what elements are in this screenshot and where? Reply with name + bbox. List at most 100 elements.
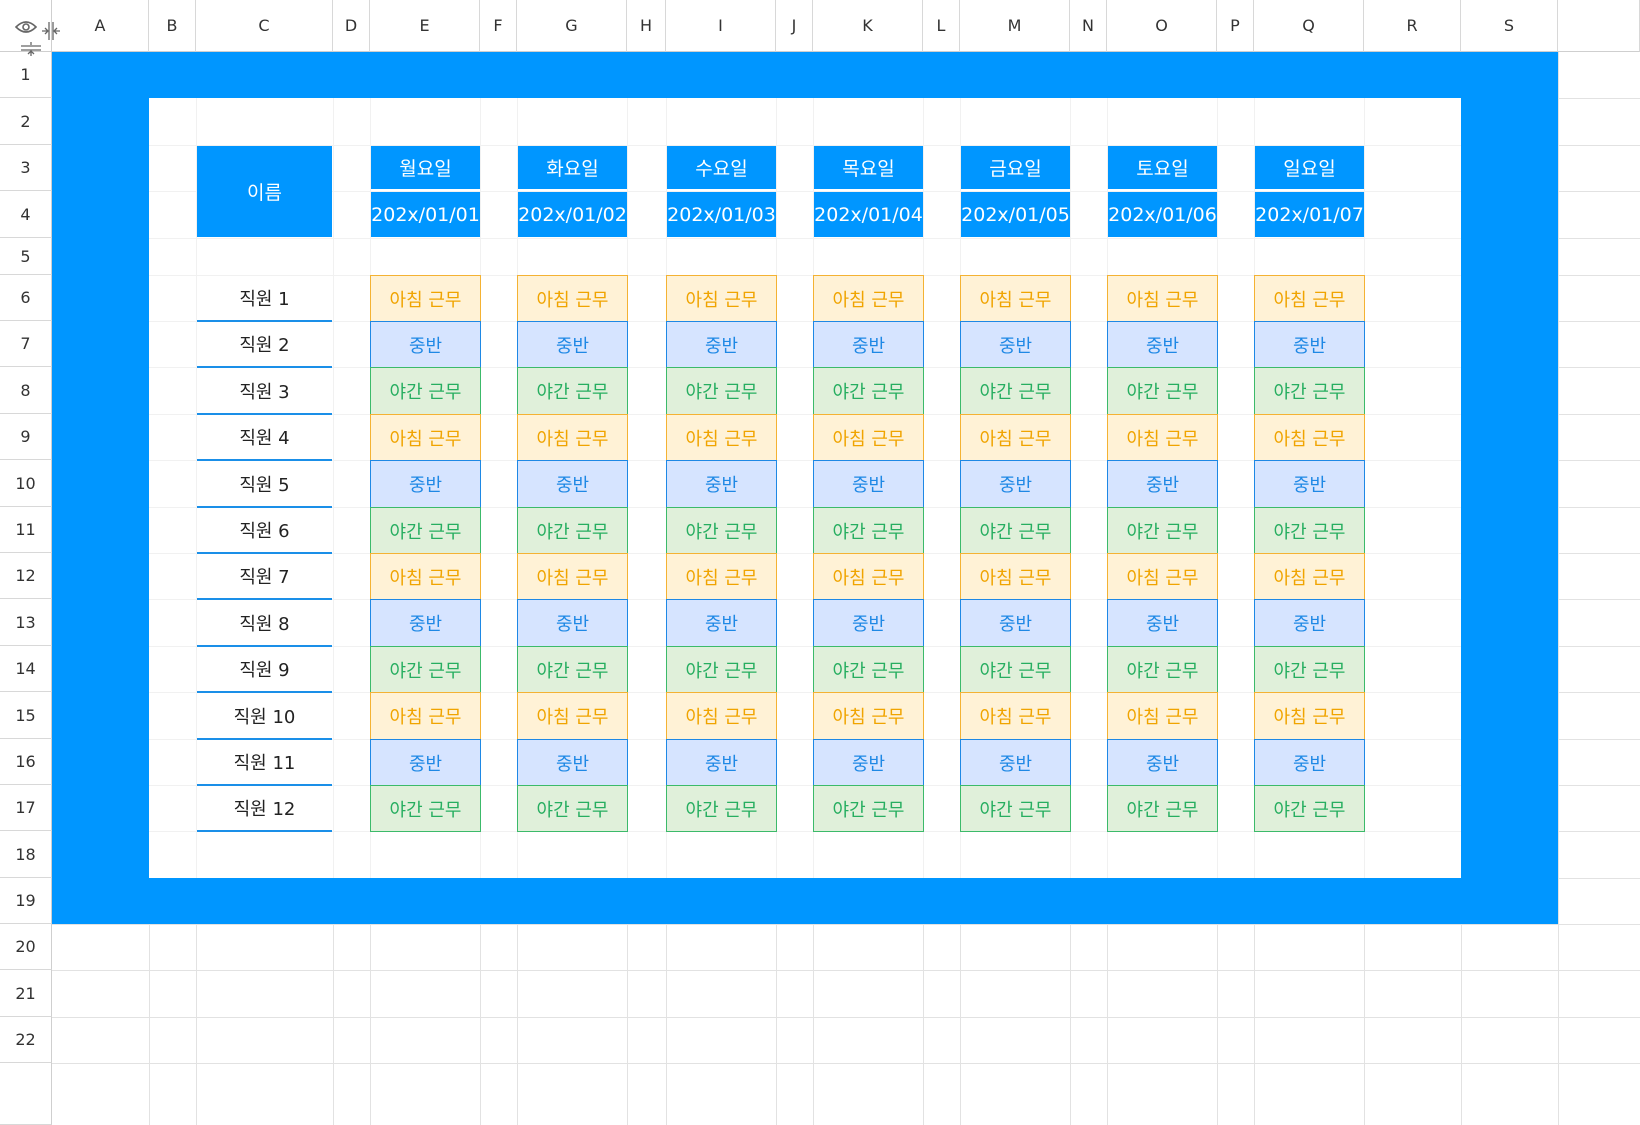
shift-cell-night[interactable]: 야간 근무 [813,646,924,693]
row-header-20[interactable]: 20 [0,924,52,970]
shift-cell-night[interactable]: 야간 근무 [960,507,1071,554]
column-header-c[interactable]: C [196,0,333,52]
shift-cell-night[interactable]: 야간 근무 [813,367,924,415]
shift-cell-mid[interactable]: 중반 [666,739,777,786]
column-header-g[interactable]: G [517,0,627,52]
shift-cell-mid[interactable]: 중반 [960,321,1071,368]
column-header-b[interactable]: B [149,0,196,52]
shift-cell-mid[interactable]: 중반 [1254,321,1365,368]
shift-cell-night[interactable]: 야간 근무 [960,646,1071,693]
shift-cell-morning[interactable]: 아침 근무 [517,414,628,461]
row-header-13[interactable]: 13 [0,599,52,646]
shift-cell-morning[interactable]: 아침 근무 [813,275,924,322]
shift-cell-mid[interactable]: 중반 [370,460,481,508]
shift-cell-morning[interactable]: 아침 근무 [370,414,481,461]
shift-cell-night[interactable]: 야간 근무 [813,507,924,554]
employee-name[interactable]: 직원 2 [197,322,332,368]
column-header-o[interactable]: O [1107,0,1217,52]
shift-cell-morning[interactable]: 아침 근무 [1107,692,1218,740]
shift-cell-mid[interactable]: 중반 [813,321,924,368]
shift-cell-mid[interactable]: 중반 [517,739,628,786]
shift-cell-morning[interactable]: 아침 근무 [666,553,777,600]
column-header-j[interactable]: J [776,0,813,52]
shift-cell-mid[interactable]: 중반 [960,599,1071,647]
shift-cell-night[interactable]: 야간 근무 [960,785,1071,832]
column-header-k[interactable]: K [813,0,923,52]
shift-cell-night[interactable]: 야간 근무 [666,785,777,832]
row-header-14[interactable]: 14 [0,646,52,692]
employee-name[interactable]: 직원 1 [197,276,332,322]
column-header-r[interactable]: R [1364,0,1461,52]
employee-name[interactable]: 직원 8 [197,600,332,647]
shift-cell-morning[interactable]: 아침 근무 [1254,414,1365,461]
row-header-1[interactable]: 1 [0,52,52,98]
shift-cell-night[interactable]: 야간 근무 [813,785,924,832]
row-header-12[interactable]: 12 [0,553,52,599]
row-header-21[interactable]: 21 [0,970,52,1017]
row-header-5[interactable]: 5 [0,238,52,275]
shift-cell-night[interactable]: 야간 근무 [1254,507,1365,554]
shift-cell-night[interactable]: 야간 근무 [666,507,777,554]
row-header-6[interactable]: 6 [0,275,52,321]
column-header-i[interactable]: I [666,0,776,52]
employee-name[interactable]: 직원 10 [197,693,332,740]
shift-cell-morning[interactable]: 아침 근무 [370,692,481,740]
column-header-l[interactable]: L [923,0,960,52]
employee-name[interactable]: 직원 4 [197,415,332,461]
column-header-m[interactable]: M [960,0,1070,52]
shift-cell-mid[interactable]: 중반 [370,739,481,786]
shift-cell-morning[interactable]: 아침 근무 [960,692,1071,740]
shift-cell-night[interactable]: 야간 근무 [666,367,777,415]
shift-cell-mid[interactable]: 중반 [1254,739,1365,786]
column-header-e[interactable]: E [370,0,480,52]
shift-cell-morning[interactable]: 아침 근무 [1254,692,1365,740]
column-header-n[interactable]: N [1070,0,1107,52]
shift-cell-night[interactable]: 야간 근무 [1107,507,1218,554]
row-header-3[interactable]: 3 [0,145,52,191]
row-header-8[interactable]: 8 [0,367,52,414]
row-header-11[interactable]: 11 [0,507,52,553]
shift-cell-night[interactable]: 야간 근무 [517,367,628,415]
column-header-d[interactable]: D [333,0,370,52]
shift-cell-mid[interactable]: 중반 [813,739,924,786]
shift-cell-mid[interactable]: 중반 [1107,739,1218,786]
row-resize-icon[interactable] [21,42,41,56]
shift-cell-morning[interactable]: 아침 근무 [813,414,924,461]
shift-cell-morning[interactable]: 아침 근무 [1107,275,1218,322]
shift-cell-mid[interactable]: 중반 [517,599,628,647]
shift-cell-night[interactable]: 야간 근무 [1107,367,1218,415]
row-header-10[interactable]: 10 [0,460,52,507]
eye-icon[interactable] [15,19,37,35]
shift-cell-night[interactable]: 야간 근무 [1107,646,1218,693]
shift-cell-night[interactable]: 야간 근무 [517,507,628,554]
shift-cell-mid[interactable]: 중반 [370,321,481,368]
shift-cell-morning[interactable]: 아침 근무 [517,692,628,740]
shift-cell-morning[interactable]: 아침 근무 [1254,553,1365,600]
employee-name[interactable]: 직원 11 [197,740,332,786]
shift-cell-night[interactable]: 야간 근무 [370,646,481,693]
column-resize-icon[interactable] [42,22,62,40]
shift-cell-night[interactable]: 야간 근무 [1254,367,1365,415]
shift-cell-morning[interactable]: 아침 근무 [370,553,481,600]
shift-cell-mid[interactable]: 중반 [960,739,1071,786]
shift-cell-night[interactable]: 야간 근무 [370,367,481,415]
row-header-9[interactable]: 9 [0,414,52,460]
employee-name[interactable]: 직원 5 [197,461,332,508]
column-header-h[interactable]: H [627,0,666,52]
shift-cell-morning[interactable]: 아침 근무 [666,414,777,461]
row-header-19[interactable]: 19 [0,878,52,924]
shift-cell-night[interactable]: 야간 근무 [370,507,481,554]
shift-cell-morning[interactable]: 아침 근무 [517,275,628,322]
shift-cell-mid[interactable]: 중반 [1107,321,1218,368]
shift-cell-night[interactable]: 야간 근무 [1254,785,1365,832]
shift-cell-night[interactable]: 야간 근무 [517,785,628,832]
column-header-a[interactable]: A [52,0,149,52]
column-header-p[interactable]: P [1217,0,1254,52]
shift-cell-morning[interactable]: 아침 근무 [960,414,1071,461]
employee-name[interactable]: 직원 3 [197,368,332,415]
shift-cell-morning[interactable]: 아침 근무 [666,275,777,322]
shift-cell-mid[interactable]: 중반 [666,599,777,647]
shift-cell-mid[interactable]: 중반 [370,599,481,647]
shift-cell-mid[interactable]: 중반 [1254,599,1365,647]
row-header-16[interactable]: 16 [0,739,52,785]
